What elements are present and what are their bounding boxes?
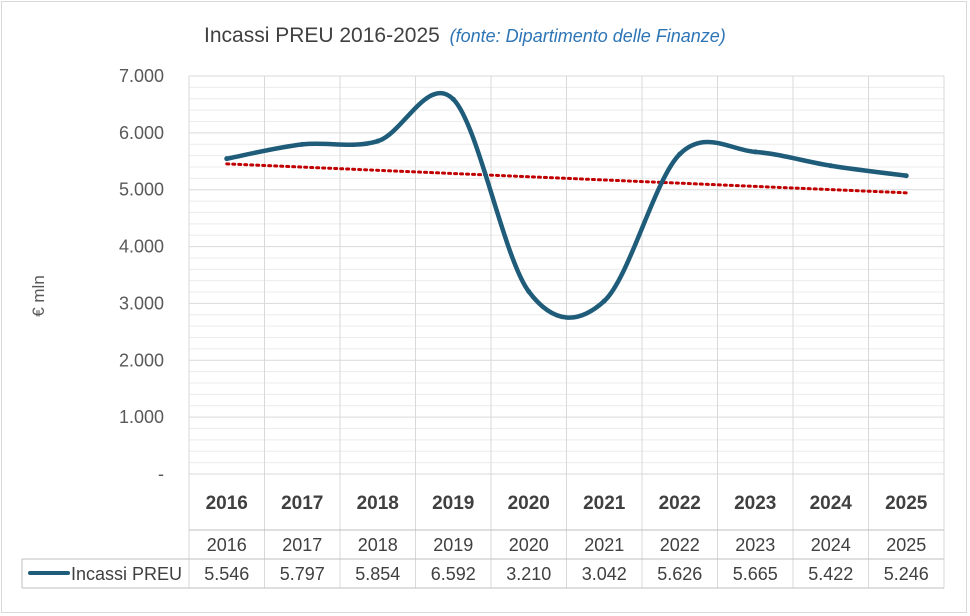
data-point-2017 (299, 141, 305, 147)
data-point-2019 (450, 96, 456, 102)
table-value-cell: 5.246 (884, 564, 929, 584)
chart-title-source: (fonte: Dipartimento delle Finanze) (449, 26, 726, 46)
y-tick-label: - (158, 464, 164, 484)
x-tick-label: 2021 (583, 493, 626, 514)
x-tick-label: 2023 (734, 493, 776, 514)
chart-title-main: Incassi PREU 2016-2025 (204, 24, 440, 47)
x-tick-label: 2017 (281, 493, 323, 514)
table-value-cell: 5.422 (808, 564, 853, 584)
y-tick-label: 1.000 (119, 407, 164, 427)
y-tick-label: 4.000 (119, 237, 164, 257)
data-point-2020 (526, 288, 532, 294)
y-tick-label: 7.000 (119, 66, 164, 86)
table-value-cell: 3.042 (582, 564, 627, 584)
table-header-cell: 2025 (886, 535, 926, 555)
table-value-cell: 5.797 (280, 564, 325, 584)
table-header-cell: 2023 (735, 535, 775, 555)
table-header-cell: 2019 (433, 535, 473, 555)
x-tick-label: 2022 (659, 493, 701, 514)
x-tick-label: 2025 (885, 493, 928, 514)
table-value-cell: 5.546 (204, 564, 249, 584)
table-header-cell: 2018 (358, 535, 398, 555)
x-tick-label: 2016 (206, 493, 248, 514)
x-tick-label: 2018 (357, 493, 399, 514)
chart-title: Incassi PREU 2016-2025 (fonte: Dipartime… (204, 24, 726, 48)
y-tick-label: 6.000 (119, 123, 164, 143)
y-tick-label: 2.000 (119, 350, 164, 370)
table-value-cell: 5.626 (657, 564, 702, 584)
table-value-cell: 5.665 (733, 564, 778, 584)
x-tick-label: 2020 (508, 493, 550, 514)
data-point-2016 (224, 156, 230, 162)
table-header-cell: 2022 (660, 535, 700, 555)
data-point-2022 (677, 151, 683, 157)
y-tick-label: 5.000 (119, 180, 164, 200)
x-tick-label: 2019 (432, 493, 474, 514)
legend-series-label: Incassi PREU (71, 564, 182, 584)
table-header-cell: 2021 (584, 535, 624, 555)
table-header-cell: 2017 (282, 535, 322, 555)
x-tick-label: 2024 (810, 493, 853, 514)
table-header-cell: 2024 (811, 535, 851, 555)
data-point-2023 (752, 149, 758, 155)
trendline (225, 162, 908, 195)
data-point-2025 (903, 173, 909, 179)
table-value-cell: 3.210 (506, 564, 551, 584)
table-value-cell: 6.592 (431, 564, 476, 584)
series-line-incassi-preu (224, 90, 909, 320)
data-point-2024 (828, 163, 834, 169)
table-header-cell: 2016 (207, 535, 247, 555)
y-tick-label: 3.000 (119, 293, 164, 313)
data-point-2021 (601, 298, 607, 304)
table-value-cell: 5.854 (355, 564, 400, 584)
table-header-cell: 2020 (509, 535, 549, 555)
data-point-2018 (375, 138, 381, 144)
